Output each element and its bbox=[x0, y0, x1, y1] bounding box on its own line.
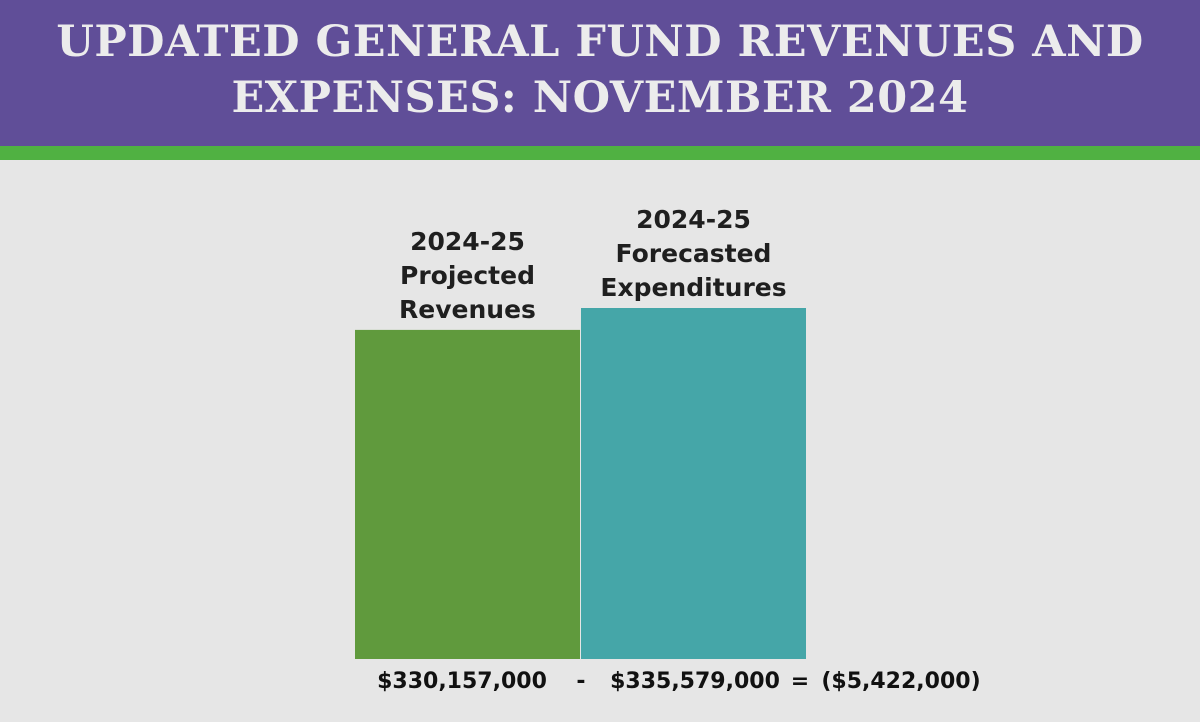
bar-revenues bbox=[355, 329, 580, 659]
difference-label: ($5,422,000) bbox=[821, 669, 980, 694]
category-label-revenues-line-1: 2024-25 bbox=[410, 227, 525, 256]
page-title: UPDATED GENERAL FUND REVENUES AND EXPENS… bbox=[0, 14, 1200, 126]
category-label-expenditures-line-3: Expenditures bbox=[600, 273, 786, 302]
accent-stripe bbox=[0, 146, 1200, 160]
value-label-expenditures: $335,579,000 bbox=[610, 669, 780, 694]
bar-expenditures bbox=[581, 308, 806, 659]
header-banner: UPDATED GENERAL FUND REVENUES AND EXPENS… bbox=[0, 0, 1200, 146]
category-label-revenues-line-2: Projected bbox=[400, 261, 535, 290]
operator-minus: - bbox=[576, 669, 585, 694]
title-line-2: EXPENSES: NOVEMBER 2024 bbox=[231, 73, 969, 123]
category-label-expenditures-line-2: Forecasted bbox=[616, 239, 772, 268]
category-label-expenditures-line-1: 2024-25 bbox=[636, 205, 751, 234]
operator-equals: = bbox=[791, 669, 809, 694]
value-label-revenues: $330,157,000 bbox=[377, 669, 547, 694]
title-line-1: UPDATED GENERAL FUND REVENUES AND bbox=[56, 17, 1144, 67]
category-label-revenues-line-3: Revenues bbox=[399, 295, 536, 324]
